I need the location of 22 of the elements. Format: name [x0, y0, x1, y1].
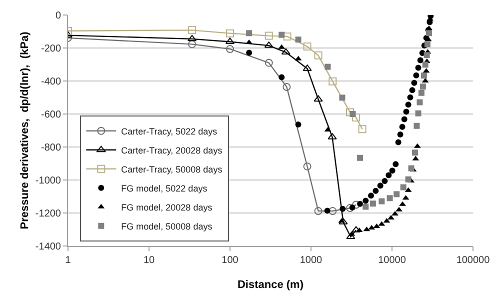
x-tick-label: 100: [222, 255, 239, 266]
y-tick-label: -600: [40, 110, 62, 120]
legend-label: Carter-Tracy, 5022 days: [121, 126, 218, 136]
legend-label: Carter-Tracy, 50008 days: [121, 164, 223, 174]
x-tick-label: 10: [143, 255, 155, 266]
legend-label: FG model, 20028 days: [121, 202, 213, 212]
x-tick-label: 10000: [378, 255, 406, 266]
legend-label: FG model, 50008 days: [121, 221, 213, 232]
x-tick-label: 1: [65, 255, 72, 266]
y-tick-label: -400: [40, 76, 62, 88]
y-tick-label: -800: [40, 142, 62, 154]
legend-label: FG model, 5022 days: [121, 183, 208, 194]
y-tick-label: -1000: [35, 176, 62, 186]
x-axis-title: Distance (m): [237, 279, 304, 292]
x-tick-label: 100000: [456, 255, 490, 266]
y-axis-title: Pressure derivatives, dp/d(lnr), (kPa): [19, 31, 32, 230]
y-tick-label: -1200: [35, 208, 62, 220]
y-tick-label: -200: [40, 44, 62, 54]
y-tick-label: -1400: [35, 242, 62, 252]
y-tick-label: 0: [55, 10, 62, 22]
legend-label: Carter-Tracy, 20028 days: [121, 145, 223, 156]
x-tick-label: 1000: [300, 255, 323, 266]
